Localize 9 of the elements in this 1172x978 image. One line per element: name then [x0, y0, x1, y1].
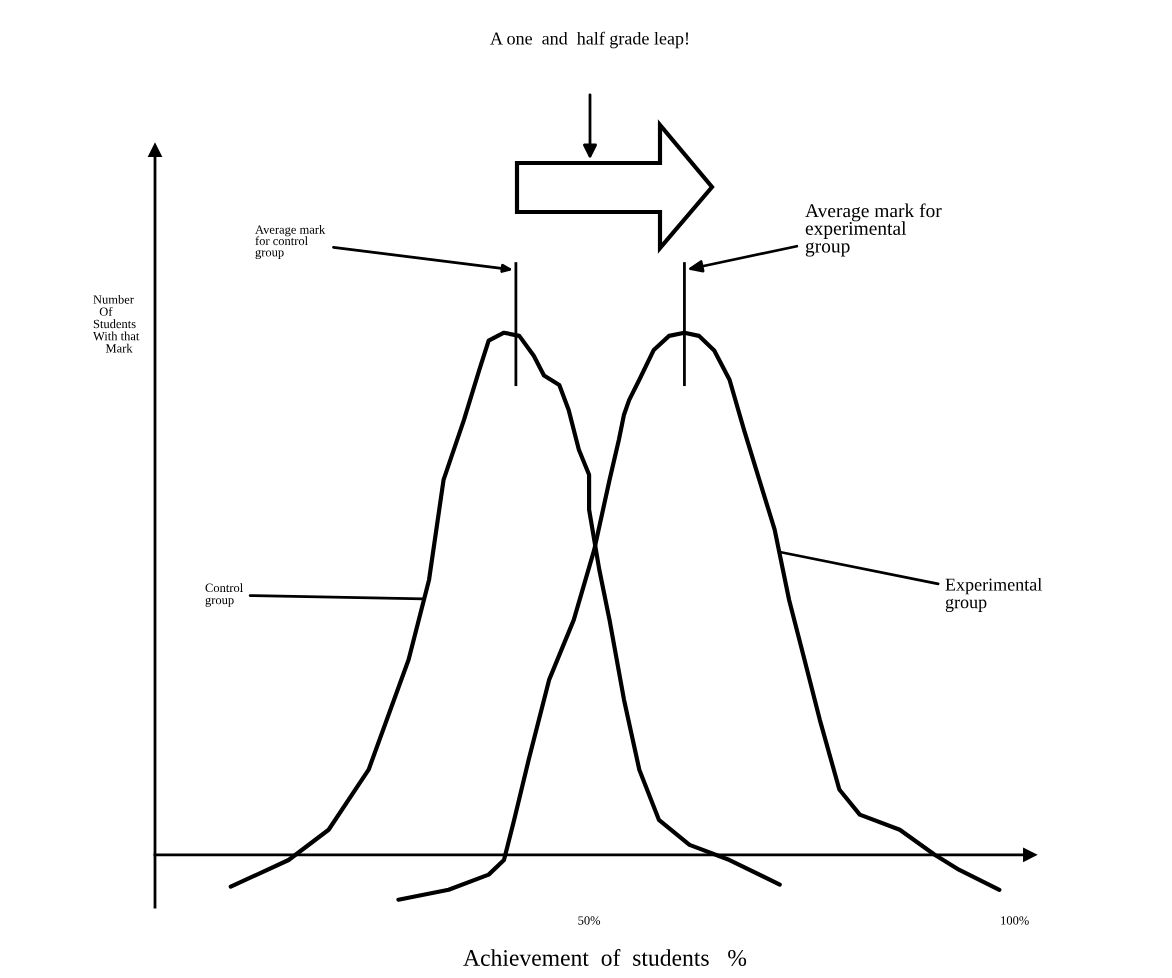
- ref-line-label: Average mark for control group: [255, 224, 326, 260]
- annotation: Experimental group: [945, 577, 1042, 613]
- y-axis-title: Number Of Students With that Mark: [93, 294, 140, 353]
- x-tick-label: 100%: [1001, 916, 1029, 925]
- x-tick-label: 50%: [578, 916, 601, 925]
- x-axis-title: Achievement of students %: [463, 949, 747, 966]
- chart-title: A one and half grade leap!: [490, 31, 689, 49]
- annotation: Control group: [205, 583, 243, 607]
- ref-line-label: Average mark for experimental group: [805, 203, 942, 257]
